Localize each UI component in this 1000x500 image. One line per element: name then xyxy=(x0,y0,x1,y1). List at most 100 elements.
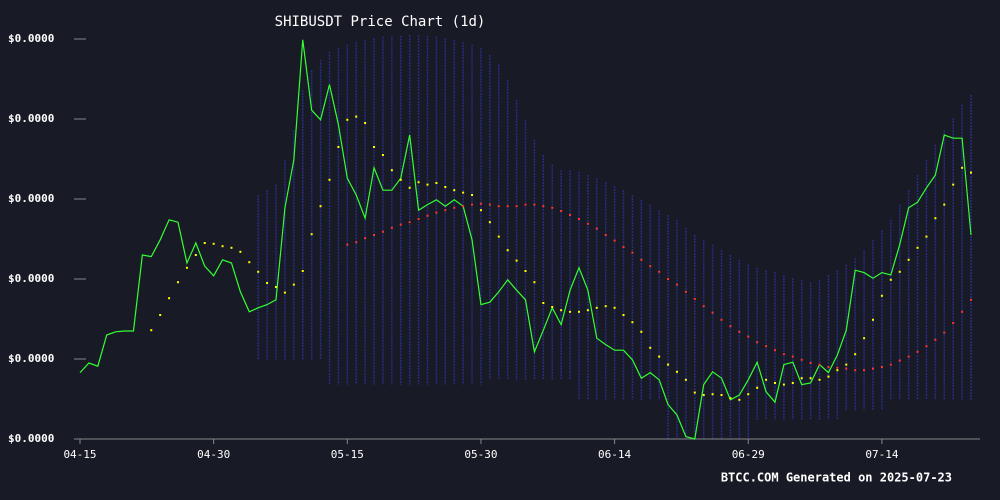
ma-dot xyxy=(435,182,438,184)
ma-dot xyxy=(177,281,180,284)
ma-dot xyxy=(364,122,367,124)
ma-dot xyxy=(658,270,661,273)
ma-dot xyxy=(408,221,411,224)
ma-dot xyxy=(952,183,955,186)
ma-dot xyxy=(738,398,741,401)
ma-dot xyxy=(471,203,474,206)
ma-dot xyxy=(462,191,465,194)
ma-dot xyxy=(809,362,812,364)
ma-dot xyxy=(782,383,785,386)
ma-dot xyxy=(702,394,705,396)
ma-dot xyxy=(684,290,687,293)
ma-dot xyxy=(488,203,491,206)
ma-dot xyxy=(168,297,171,300)
y-tick-label: $0.0000 xyxy=(8,192,54,205)
ma-dot xyxy=(426,214,429,217)
ma-dot xyxy=(381,230,384,233)
ma-dot xyxy=(640,330,643,333)
ma-dot xyxy=(586,309,589,312)
ma-dot xyxy=(961,166,964,169)
ma-dot xyxy=(916,246,919,249)
ma-dot xyxy=(925,235,928,238)
ma-dot xyxy=(970,298,972,301)
ma-dot xyxy=(248,261,251,264)
ma-dot xyxy=(773,349,776,352)
ma-dot xyxy=(800,377,803,380)
ma-dot xyxy=(560,309,563,312)
ma-dot xyxy=(907,355,910,358)
ma-dot xyxy=(934,217,937,220)
ma-dot xyxy=(961,310,964,313)
ma-dot xyxy=(622,314,625,316)
ma-dot xyxy=(880,294,883,297)
x-tick-label: 04-30 xyxy=(197,448,230,461)
axes: $0.0000 $0.0000 $0.0000 $0.0000 $0.0000 $0.00… xyxy=(8,32,980,461)
ma-dot xyxy=(560,210,563,212)
ma-dot xyxy=(613,306,616,309)
ma-dot xyxy=(479,202,482,205)
y-tick-label: $0.0000 xyxy=(8,112,54,125)
ma-dot xyxy=(773,382,776,384)
ma-dot xyxy=(542,205,545,208)
ma-dot xyxy=(970,171,972,174)
ma-dot xyxy=(889,363,892,366)
ma-dot xyxy=(346,118,349,121)
ma-dot xyxy=(577,218,580,220)
ma-dot xyxy=(631,251,634,254)
ma-dot xyxy=(533,281,536,284)
ma-dot xyxy=(292,283,295,286)
ma-dot xyxy=(435,211,438,214)
ma-dot xyxy=(364,237,367,240)
ma-dot xyxy=(444,209,447,212)
y-tick-label: $0.0000 xyxy=(8,272,54,285)
x-tick-label: 06-14 xyxy=(598,448,631,461)
ma-dot xyxy=(444,186,447,188)
ma-dot xyxy=(711,311,714,314)
ma-dot xyxy=(417,218,420,220)
ma-dot xyxy=(577,310,580,313)
x-tick-label: 05-30 xyxy=(464,448,497,461)
ma-dot xyxy=(453,206,456,209)
ma-dot xyxy=(310,233,313,236)
ma-dot xyxy=(551,306,554,308)
ma-dot xyxy=(720,394,723,396)
x-tick-label: 04-15 xyxy=(63,448,96,461)
ma-dot xyxy=(239,250,242,253)
ma-dot xyxy=(684,378,687,381)
ma-dot xyxy=(595,306,598,309)
ma-dot xyxy=(667,363,670,366)
ma-dot xyxy=(533,203,536,206)
ma-dot xyxy=(827,375,830,378)
ma-dot xyxy=(275,286,278,288)
x-tick-label: 07-14 xyxy=(865,448,898,461)
ma-dot xyxy=(747,393,750,396)
ma-dot xyxy=(729,397,732,400)
ma-dot xyxy=(390,226,393,229)
ma-dot xyxy=(756,341,759,344)
ma-dot xyxy=(203,242,206,244)
ma-dot xyxy=(381,154,384,156)
ma-dot xyxy=(934,338,937,341)
ma-dot xyxy=(809,377,812,380)
ma-dot xyxy=(399,178,402,181)
ma-dot xyxy=(426,183,429,186)
ma-dot xyxy=(515,205,518,208)
ma-dot xyxy=(524,203,527,206)
ma-dot xyxy=(871,367,874,370)
ma-dot xyxy=(711,393,714,396)
ma-dot xyxy=(791,355,794,358)
ma-dot xyxy=(355,241,358,244)
x-tick-label: 06-29 xyxy=(732,448,765,461)
ma-dot xyxy=(925,345,928,348)
ma-dot xyxy=(408,186,411,189)
ma-dot xyxy=(693,391,696,394)
ma-dot xyxy=(675,283,678,286)
ma-dot xyxy=(283,291,286,294)
ma-dot xyxy=(827,366,830,368)
price-line xyxy=(79,39,972,440)
ma-dot xyxy=(471,194,474,196)
ma-dot xyxy=(622,246,625,248)
ma-dot xyxy=(907,258,910,261)
ma-dot xyxy=(800,358,803,361)
